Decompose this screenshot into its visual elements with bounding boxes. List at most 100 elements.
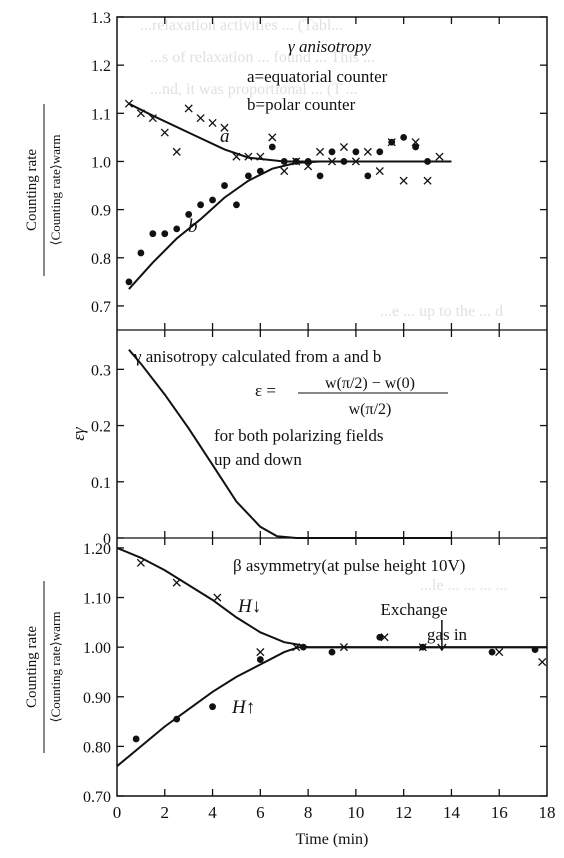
data-point-cross <box>411 138 420 147</box>
data-point-dot <box>137 249 145 257</box>
data-point-dot <box>316 172 324 180</box>
data-point-dot <box>328 648 336 656</box>
cross-stroke <box>244 152 253 161</box>
data-point-dot <box>531 646 539 654</box>
cross-stroke <box>256 648 265 657</box>
data-point-dot <box>161 230 169 238</box>
x-tick-label: 16 <box>491 803 508 822</box>
y-tick-label: 0.70 <box>83 789 111 806</box>
annotation-a-equatorial: a=equatorial counter <box>247 67 388 86</box>
cross-stroke <box>172 578 181 587</box>
data-point-dot <box>299 643 307 651</box>
background-text-line: ...s of relaxation ... found ... This ..… <box>150 49 375 66</box>
y-tick-label: 0.90 <box>83 690 111 707</box>
background-text-line: ...le ... ... ... ... <box>420 577 508 594</box>
data-point-cross <box>423 176 432 185</box>
data-point-cross <box>136 558 145 567</box>
data-point-dot <box>244 172 252 180</box>
data-point-cross <box>124 99 134 108</box>
data-point-cross <box>339 643 349 652</box>
cross-stroke <box>148 114 157 123</box>
data-point-cross <box>256 152 265 161</box>
cross-stroke <box>208 118 217 127</box>
data-point-cross <box>184 104 193 113</box>
data-point-dot <box>488 648 496 656</box>
exchange-gas-arrow <box>437 620 447 652</box>
data-point-cross <box>160 128 169 137</box>
data-point-dot <box>328 148 336 156</box>
cross-stroke <box>315 147 325 156</box>
cross-stroke <box>268 133 277 142</box>
data-point-cross <box>292 643 301 652</box>
top-ylabel-numerator: Counting rate <box>24 149 40 231</box>
background-page-text: ...relaxation activities ... (Tabl......… <box>140 17 508 594</box>
equation-denominator: w(π/2) <box>349 401 392 418</box>
bottom-ylabel-numerator: Counting rate <box>24 626 40 708</box>
data-point-cross <box>148 114 157 123</box>
bottom-ylabel-denominator: ⟨Counting rate⟩warm <box>48 612 63 723</box>
middle-ylabel: εγ <box>69 426 88 441</box>
top-ylabel-denominator: ⟨Counting rate⟩warm <box>48 135 63 246</box>
x-tick-label: 8 <box>304 803 313 822</box>
cross-stroke <box>280 167 289 176</box>
cross-stroke <box>351 157 360 166</box>
y-tick-label: 1.2 <box>91 58 111 75</box>
y-tick-label: 1.10 <box>83 591 111 608</box>
data-points <box>124 99 547 743</box>
top-panel-title: γ anisotropy <box>288 37 371 56</box>
y-tick-label: 1.00 <box>83 640 111 657</box>
cross-stroke <box>136 109 145 118</box>
data-point-dot <box>221 182 228 189</box>
data-point-cross <box>244 152 253 161</box>
annotation-gas-in: gas in <box>427 625 468 644</box>
y-tick-label: 0 <box>103 531 111 548</box>
cross-stroke <box>136 558 145 567</box>
series-line-epsilon-gamma <box>128 349 452 539</box>
data-point-cross <box>315 147 325 156</box>
data-point-cross <box>256 648 265 657</box>
chart-frame <box>116 16 548 797</box>
data-point-cross <box>435 152 444 161</box>
data-point-dot <box>412 143 420 151</box>
data-point-dot <box>400 133 408 141</box>
y-tick-label: 0.9 <box>91 203 111 220</box>
equation-lhs: ε = <box>255 381 276 400</box>
y-tick-label: 1.1 <box>91 106 111 123</box>
y-tick-label: 0.2 <box>91 419 111 436</box>
middle-note-line-2: up and down <box>214 450 302 469</box>
data-point-cross <box>363 147 372 156</box>
cross-stroke <box>495 648 504 657</box>
background-text-line: ...nd, it was proportional ... (T ... <box>150 81 358 98</box>
data-point-dot <box>209 196 216 204</box>
data-point-dot <box>352 148 360 156</box>
data-point-dot <box>185 211 193 218</box>
cross-stroke <box>304 162 313 171</box>
cross-stroke <box>435 152 444 161</box>
data-point-dot <box>388 138 396 146</box>
data-point-dot <box>197 201 205 209</box>
x-tick-label: 0 <box>113 803 122 822</box>
annotation-h-up: H↑ <box>231 697 255 718</box>
data-point-cross <box>375 167 384 176</box>
cross-stroke <box>363 147 372 156</box>
cross-stroke <box>399 176 408 185</box>
x-tick-label: 14 <box>443 803 461 822</box>
cross-stroke <box>213 593 222 602</box>
bottom-ylabel: Counting rate ⟨Counting rate⟩warm <box>24 581 63 753</box>
data-point-cross <box>232 152 241 161</box>
bottom-panel-title: β asymmetry(at pulse height 10V) <box>233 556 465 575</box>
x-tick-label: 10 <box>347 803 364 822</box>
data-point-dot <box>125 278 133 286</box>
annotation-b-polar: b=polar counter <box>247 95 356 114</box>
data-point-cross <box>136 109 145 118</box>
data-point-cross <box>172 578 181 587</box>
top-ylabel: Counting rate ⟨Counting rate⟩warm <box>24 104 63 276</box>
x-tick-label: 18 <box>539 803 556 822</box>
data-point-dot <box>280 158 288 165</box>
data-point-cross <box>339 142 349 152</box>
data-point-dot <box>376 633 384 641</box>
annotation-exchange: Exchange <box>380 600 447 619</box>
y-tick-label: 0.8 <box>91 251 111 268</box>
axis-ticks: 0.7 0.8 0.9 1.0 1.1 1.2 1.3 0 0.1 0.2 0.3 0.70 0.80 0… <box>83 10 556 822</box>
